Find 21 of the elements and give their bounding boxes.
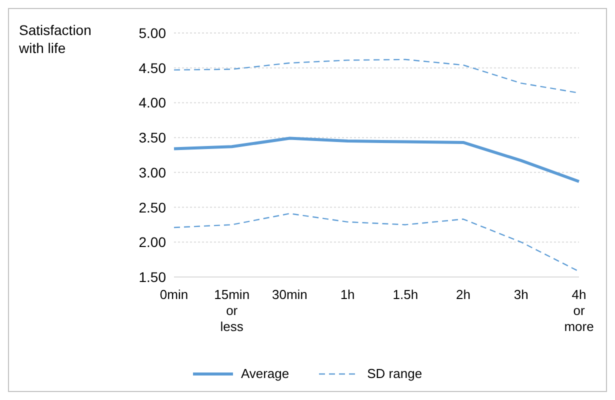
x-tick-label: 2h (456, 287, 471, 302)
legend-label: Average (240, 366, 290, 381)
y-tick-label: 4.50 (138, 60, 166, 76)
x-tick-label: 15min or less (214, 287, 250, 334)
x-tick-label: 1.5h (392, 287, 418, 302)
y-tick-label: 3.00 (138, 164, 166, 180)
legend-label: SD range (367, 366, 422, 381)
x-tick-label: 4h or more (564, 287, 594, 334)
y-tick-label: 1.50 (138, 268, 166, 285)
y-tick-label: 3.50 (138, 130, 166, 146)
line-series (172, 136, 580, 183)
y-axis-title: Satisfaction with life (19, 21, 92, 57)
y-tick-label: 2.00 (138, 234, 166, 250)
y-tick-label: 2.50 (138, 199, 166, 216)
line-series (173, 212, 580, 272)
x-tick-label: 30min (272, 287, 308, 302)
x-tick-label: 1h (340, 287, 355, 302)
y-tick-label: 4.00 (138, 94, 166, 111)
x-tick-label: 0min (160, 287, 188, 302)
x-tick-label: 3h (514, 287, 528, 302)
y-tick-label: 5.00 (138, 24, 166, 41)
